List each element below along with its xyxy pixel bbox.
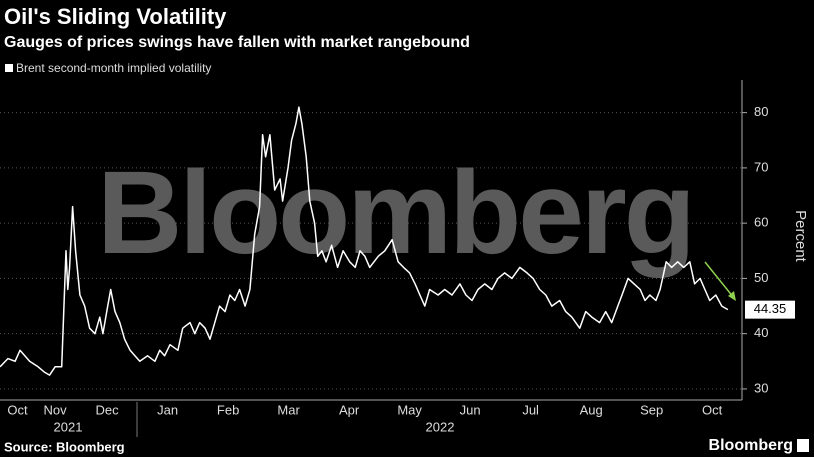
y-tick-label: 60 [754,215,768,230]
chart-subtitle: Gauges of prices swings have fallen with… [4,34,470,51]
legend-label: Brent second-month implied volatility [16,61,211,75]
logo-icon [797,439,809,452]
line [0,106,729,376]
annotation-arrowhead [728,291,736,301]
x-tick-label: Sep [640,402,663,417]
y-tick-label: 30 [754,380,768,395]
annotation-arrow [704,261,735,299]
x-tick-label: May [397,402,422,417]
legend-swatch [5,64,13,72]
chart-title: Oil's Sliding Volatility [4,4,227,29]
x-tick-label: Oct [7,402,28,417]
y-tick-label: 80 [754,104,768,119]
x-tick-label: Jan [157,402,178,417]
x-tick-label: Jul [522,402,539,417]
y-axis-label: Percent [792,210,809,263]
y-tick-label: 70 [754,159,768,174]
logo: Bloomberg [709,437,793,454]
x-tick-label: Dec [96,402,120,417]
x-tick-label: Aug [580,402,603,417]
x-tick-label: Feb [217,402,239,417]
x-tick-label: Nov [43,402,67,417]
y-tick-label: 40 [754,325,768,340]
value-label-box [745,300,795,319]
x-tick-label: Apr [339,402,360,417]
x-tick-label: Mar [277,402,300,417]
x-tick-label: Oct [702,402,723,417]
y-tick-label: 50 [754,270,768,285]
year-label: 2021 [54,419,83,434]
x-tick-label: Jun [460,402,481,417]
watermark: Bloomberg [97,147,693,279]
year-label: 2022 [426,419,455,434]
source: Source: Bloomberg [4,439,125,454]
value-label: 44.35 [754,301,787,316]
